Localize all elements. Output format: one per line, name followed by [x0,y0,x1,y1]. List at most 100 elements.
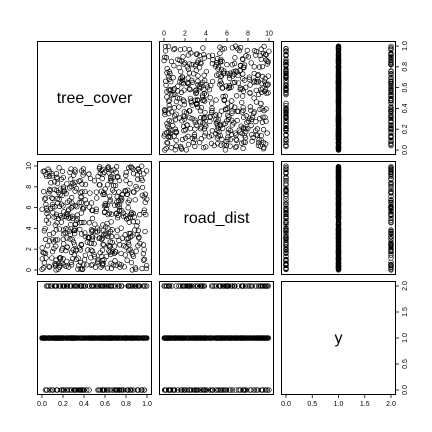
data-point-road-dist-vs-y [245,283,252,289]
data-point-road-dist-vs-tree-cover [257,143,264,149]
data-point-y-vs-tree-cover [283,46,289,52]
data-point-tree-cover-vs-road-dist [139,163,145,169]
data-point-tree-cover-vs-y [144,283,150,289]
data-point-road-dist-vs-y [220,387,227,393]
data-point-tree-cover-vs-road-dist [70,239,77,245]
data-point-tree-cover-vs-y [114,387,121,393]
data-point-tree-cover-vs-road-dist [54,196,60,202]
data-point-road-dist-vs-tree-cover [189,116,195,122]
data-point-road-dist-vs-tree-cover [217,44,223,50]
data-point-tree-cover-vs-road-dist [61,262,67,268]
data-point-road-dist-vs-tree-cover [166,125,172,132]
data-point-tree-cover-vs-y [95,335,101,341]
data-point-tree-cover-vs-road-dist [133,248,139,254]
data-point-y-vs-road-dist [388,241,394,248]
data-point-road-dist-vs-tree-cover [236,127,242,133]
data-point-tree-cover-vs-road-dist [125,239,131,245]
data-point-tree-cover-vs-road-dist [139,184,146,191]
data-point-road-dist-vs-y [187,335,193,341]
data-point-tree-cover-vs-road-dist [43,217,50,223]
data-point-road-dist-vs-tree-cover [251,109,257,115]
data-point-road-dist-vs-tree-cover [162,54,168,60]
data-point-y-vs-tree-cover [335,45,342,51]
panel-2-3 [281,161,396,275]
data-point-tree-cover-vs-road-dist [76,199,82,206]
data-point-tree-cover-vs-road-dist [135,176,141,182]
data-point-tree-cover-vs-road-dist [95,258,101,264]
data-point-road-dist-vs-tree-cover [181,116,188,122]
data-point-tree-cover-vs-road-dist [100,260,106,266]
data-point-tree-cover-vs-road-dist [67,169,73,176]
data-point-road-dist-vs-tree-cover [200,97,206,104]
data-point-road-dist-vs-y [211,335,217,341]
data-point-tree-cover-vs-road-dist [113,164,120,170]
data-point-y-vs-road-dist [283,181,289,187]
data-point-y-vs-road-dist [335,230,342,237]
data-point-tree-cover-vs-road-dist [109,249,116,255]
data-point-road-dist-vs-tree-cover [171,105,177,111]
data-point-y-vs-tree-cover [283,142,289,148]
data-point-road-dist-vs-tree-cover [163,82,169,88]
data-point-road-dist-vs-tree-cover [175,83,181,89]
x-tick-label-tree-cover: 0.6 [100,401,110,408]
data-point-tree-cover-vs-road-dist [137,240,143,247]
data-point-road-dist-vs-tree-cover [247,115,253,121]
data-point-tree-cover-vs-road-dist [99,235,106,241]
data-point-y-vs-tree-cover [388,78,394,85]
data-point-road-dist-vs-tree-cover [229,98,235,104]
y-tick-label-y: 0.5 [402,359,409,369]
data-point-y-vs-tree-cover [283,85,289,91]
data-point-tree-cover-vs-road-dist [46,264,53,270]
data-point-y-vs-road-dist [283,191,289,198]
data-point-tree-cover-vs-y [49,335,55,341]
data-point-road-dist-vs-tree-cover [166,110,172,117]
data-point-tree-cover-vs-road-dist [125,235,131,242]
data-point-road-dist-vs-tree-cover [193,87,199,93]
data-point-tree-cover-vs-road-dist [82,233,89,240]
data-point-tree-cover-vs-road-dist [86,235,92,241]
data-point-tree-cover-vs-y [95,283,101,289]
data-point-road-dist-vs-tree-cover [166,103,172,109]
data-point-road-dist-vs-y [262,387,269,393]
data-point-road-dist-vs-tree-cover [265,81,271,87]
data-point-y-vs-road-dist [335,262,342,268]
data-point-road-dist-vs-tree-cover [188,50,194,56]
data-point-tree-cover-vs-road-dist [139,265,145,272]
data-point-tree-cover-vs-road-dist [95,256,101,263]
data-point-tree-cover-vs-road-dist [108,233,115,240]
data-point-tree-cover-vs-road-dist [134,223,140,229]
data-point-y-vs-tree-cover [335,46,342,53]
data-point-tree-cover-vs-road-dist [100,227,106,234]
data-point-road-dist-vs-tree-cover [193,122,200,128]
data-point-tree-cover-vs-road-dist [82,188,88,195]
data-point-y-vs-road-dist [335,264,342,270]
data-point-y-vs-road-dist [283,247,289,253]
data-point-tree-cover-vs-road-dist [132,197,138,203]
data-point-road-dist-vs-tree-cover [218,80,224,86]
data-point-road-dist-vs-tree-cover [207,94,213,101]
data-point-tree-cover-vs-road-dist [117,242,123,248]
data-point-y-vs-road-dist [335,213,342,220]
x-tick-label-road-dist: 6 [225,31,229,38]
data-point-road-dist-vs-y [198,335,204,341]
data-point-tree-cover-vs-road-dist [105,164,112,170]
data-point-tree-cover-vs-y [140,335,147,341]
data-point-tree-cover-vs-road-dist [100,166,106,173]
data-point-y-vs-road-dist [283,186,289,192]
data-point-tree-cover-vs-road-dist [125,215,131,221]
data-point-road-dist-vs-tree-cover [166,129,172,135]
data-point-tree-cover-vs-road-dist [49,195,55,201]
data-point-road-dist-vs-y [247,283,253,289]
data-point-road-dist-vs-tree-cover [229,45,236,51]
data-point-road-dist-vs-tree-cover [166,97,173,103]
data-point-road-dist-vs-tree-cover [162,48,169,54]
data-point-y-vs-tree-cover [388,125,394,132]
data-point-tree-cover-vs-road-dist [114,194,120,200]
data-point-tree-cover-vs-road-dist [89,234,95,240]
data-point-road-dist-vs-tree-cover [220,125,226,132]
data-point-road-dist-vs-y [206,335,212,341]
data-point-road-dist-vs-tree-cover [221,45,228,52]
data-point-road-dist-vs-y [216,283,222,289]
data-point-tree-cover-vs-y [127,387,134,393]
data-point-tree-cover-vs-road-dist [101,242,107,248]
